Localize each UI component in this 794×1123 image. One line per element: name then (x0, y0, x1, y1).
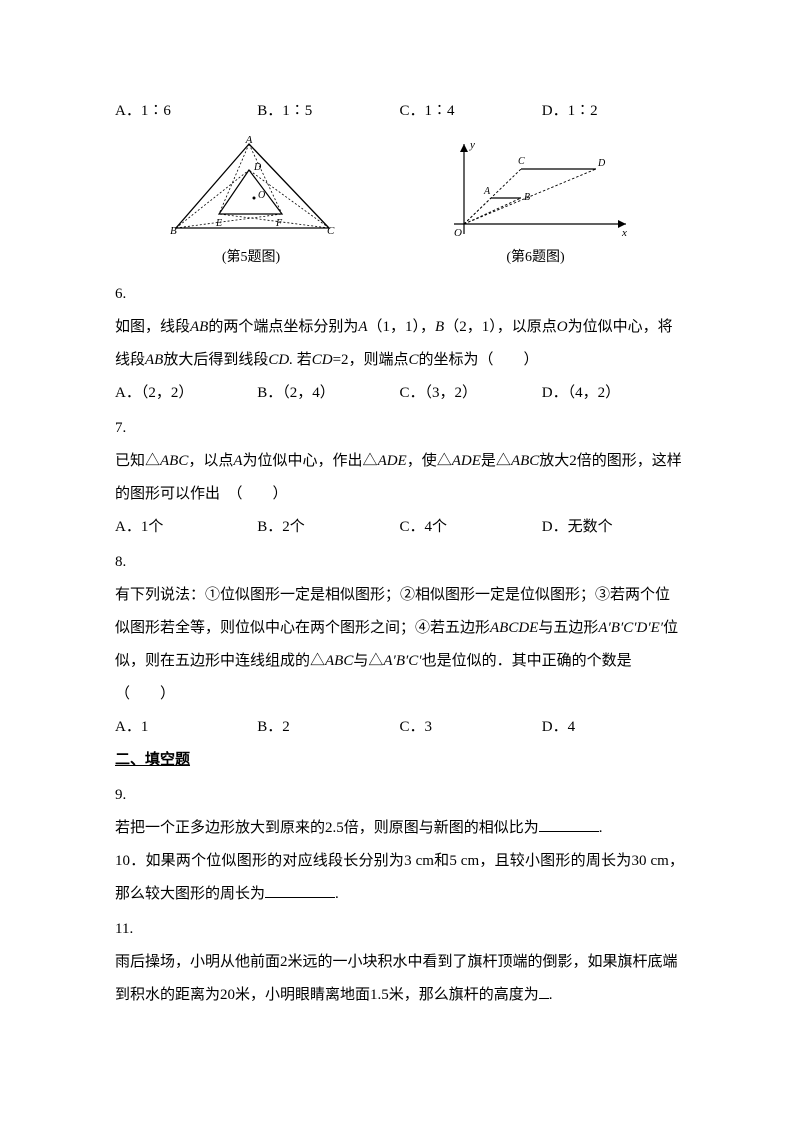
q9-num: 9. (115, 779, 684, 812)
q8-options: A．1 B．2 C．3 D．4 (115, 711, 684, 744)
q7-opt-a: A．1个 (115, 511, 257, 544)
q11-text: 雨后操场，小明从他前面2米远的一小块积水中看到了旗杆顶端的倒影，如果旗杆底端到积… (115, 946, 684, 1012)
fig6-caption: (第6题图) (436, 243, 636, 274)
q8-opt-a: A．1 (115, 711, 257, 744)
svg-text:C: C (518, 156, 525, 167)
q7-num: 7. (115, 412, 684, 445)
q9-blank (539, 817, 599, 832)
svg-text:A: A (244, 136, 252, 146)
svg-text:C: C (327, 225, 335, 237)
svg-text:B: B (170, 225, 177, 237)
q5-opt-d: D．1∶2 (542, 95, 684, 128)
q5-opt-c: C．1∶4 (400, 95, 542, 128)
svg-text:A: A (483, 186, 491, 197)
q11-num: 11. (115, 913, 684, 946)
q8-opt-d: D．4 (542, 711, 684, 744)
q7-text: 已知△ABC，以点A为位似中心，作出△ADE，使△ADE是△ABC放大2倍的图形… (115, 445, 684, 511)
q5-opt-b: B．1∶5 (257, 95, 399, 128)
q6-num: 6. (115, 278, 684, 311)
q5-opt-a: A．1∶6 (115, 95, 257, 128)
figure-5: A B C D E F O (第5题图) (164, 136, 339, 274)
svg-text:y: y (469, 139, 475, 151)
q10-text: 10．如果两个位似图形的对应线段长分别为3 cm和5 cm，且较小图形的周长为3… (115, 845, 684, 911)
svg-text:F: F (275, 218, 283, 229)
q7-opt-c: C．4个 (400, 511, 542, 544)
svg-text:x: x (621, 227, 627, 239)
q8-opt-c: C．3 (400, 711, 542, 744)
section-2-heading: 二、填空题 (115, 744, 684, 777)
q6-opt-d: D．（4，2） (542, 377, 684, 410)
svg-text:O: O (454, 227, 462, 239)
q10-num: 10． (115, 853, 145, 869)
q10-blank (265, 883, 335, 898)
q6-options: A．（2，2） B．（2，4） C．（3，2） D．（4，2） (115, 377, 684, 410)
svg-text:E: E (215, 218, 222, 229)
figure-6: O x y A B C D (第6题图) (436, 136, 636, 274)
fig5-caption: (第5题图) (164, 243, 339, 274)
q8-opt-b: B．2 (257, 711, 399, 744)
figures-row: A B C D E F O (第5题图) O x y A B C (115, 136, 684, 274)
q6-text: 如图，线段AB的两个端点坐标分别为A（1，1），B（2，1），以原点O为位似中心… (115, 311, 684, 377)
svg-text:B: B (524, 192, 530, 203)
q6-opt-a: A．（2，2） (115, 377, 257, 410)
q7-opt-d: D．无数个 (542, 511, 684, 544)
q8-num: 8. (115, 546, 684, 579)
svg-text:D: D (253, 162, 262, 173)
svg-text:D: D (597, 158, 606, 169)
q11-blank (539, 984, 549, 999)
q9-text: 若把一个正多边形放大到原来的2.5倍，则原图与新图的相似比为. (115, 812, 684, 845)
q7-opt-b: B．2个 (257, 511, 399, 544)
q6-opt-c: C．（3，2） (400, 377, 542, 410)
triangle-diagram: A B C D E F O (164, 136, 339, 241)
q6-opt-b: B．（2，4） (257, 377, 399, 410)
coord-diagram: O x y A B C D (436, 136, 636, 241)
q8-text: 有下列说法：①位似图形一定是相似图形；②相似图形一定是位似图形；③若两个位似图形… (115, 579, 684, 711)
q5-options: A．1∶6 B．1∶5 C．1∶4 D．1∶2 (115, 95, 684, 128)
q7-options: A．1个 B．2个 C．4个 D．无数个 (115, 511, 684, 544)
svg-text:O: O (258, 190, 265, 201)
